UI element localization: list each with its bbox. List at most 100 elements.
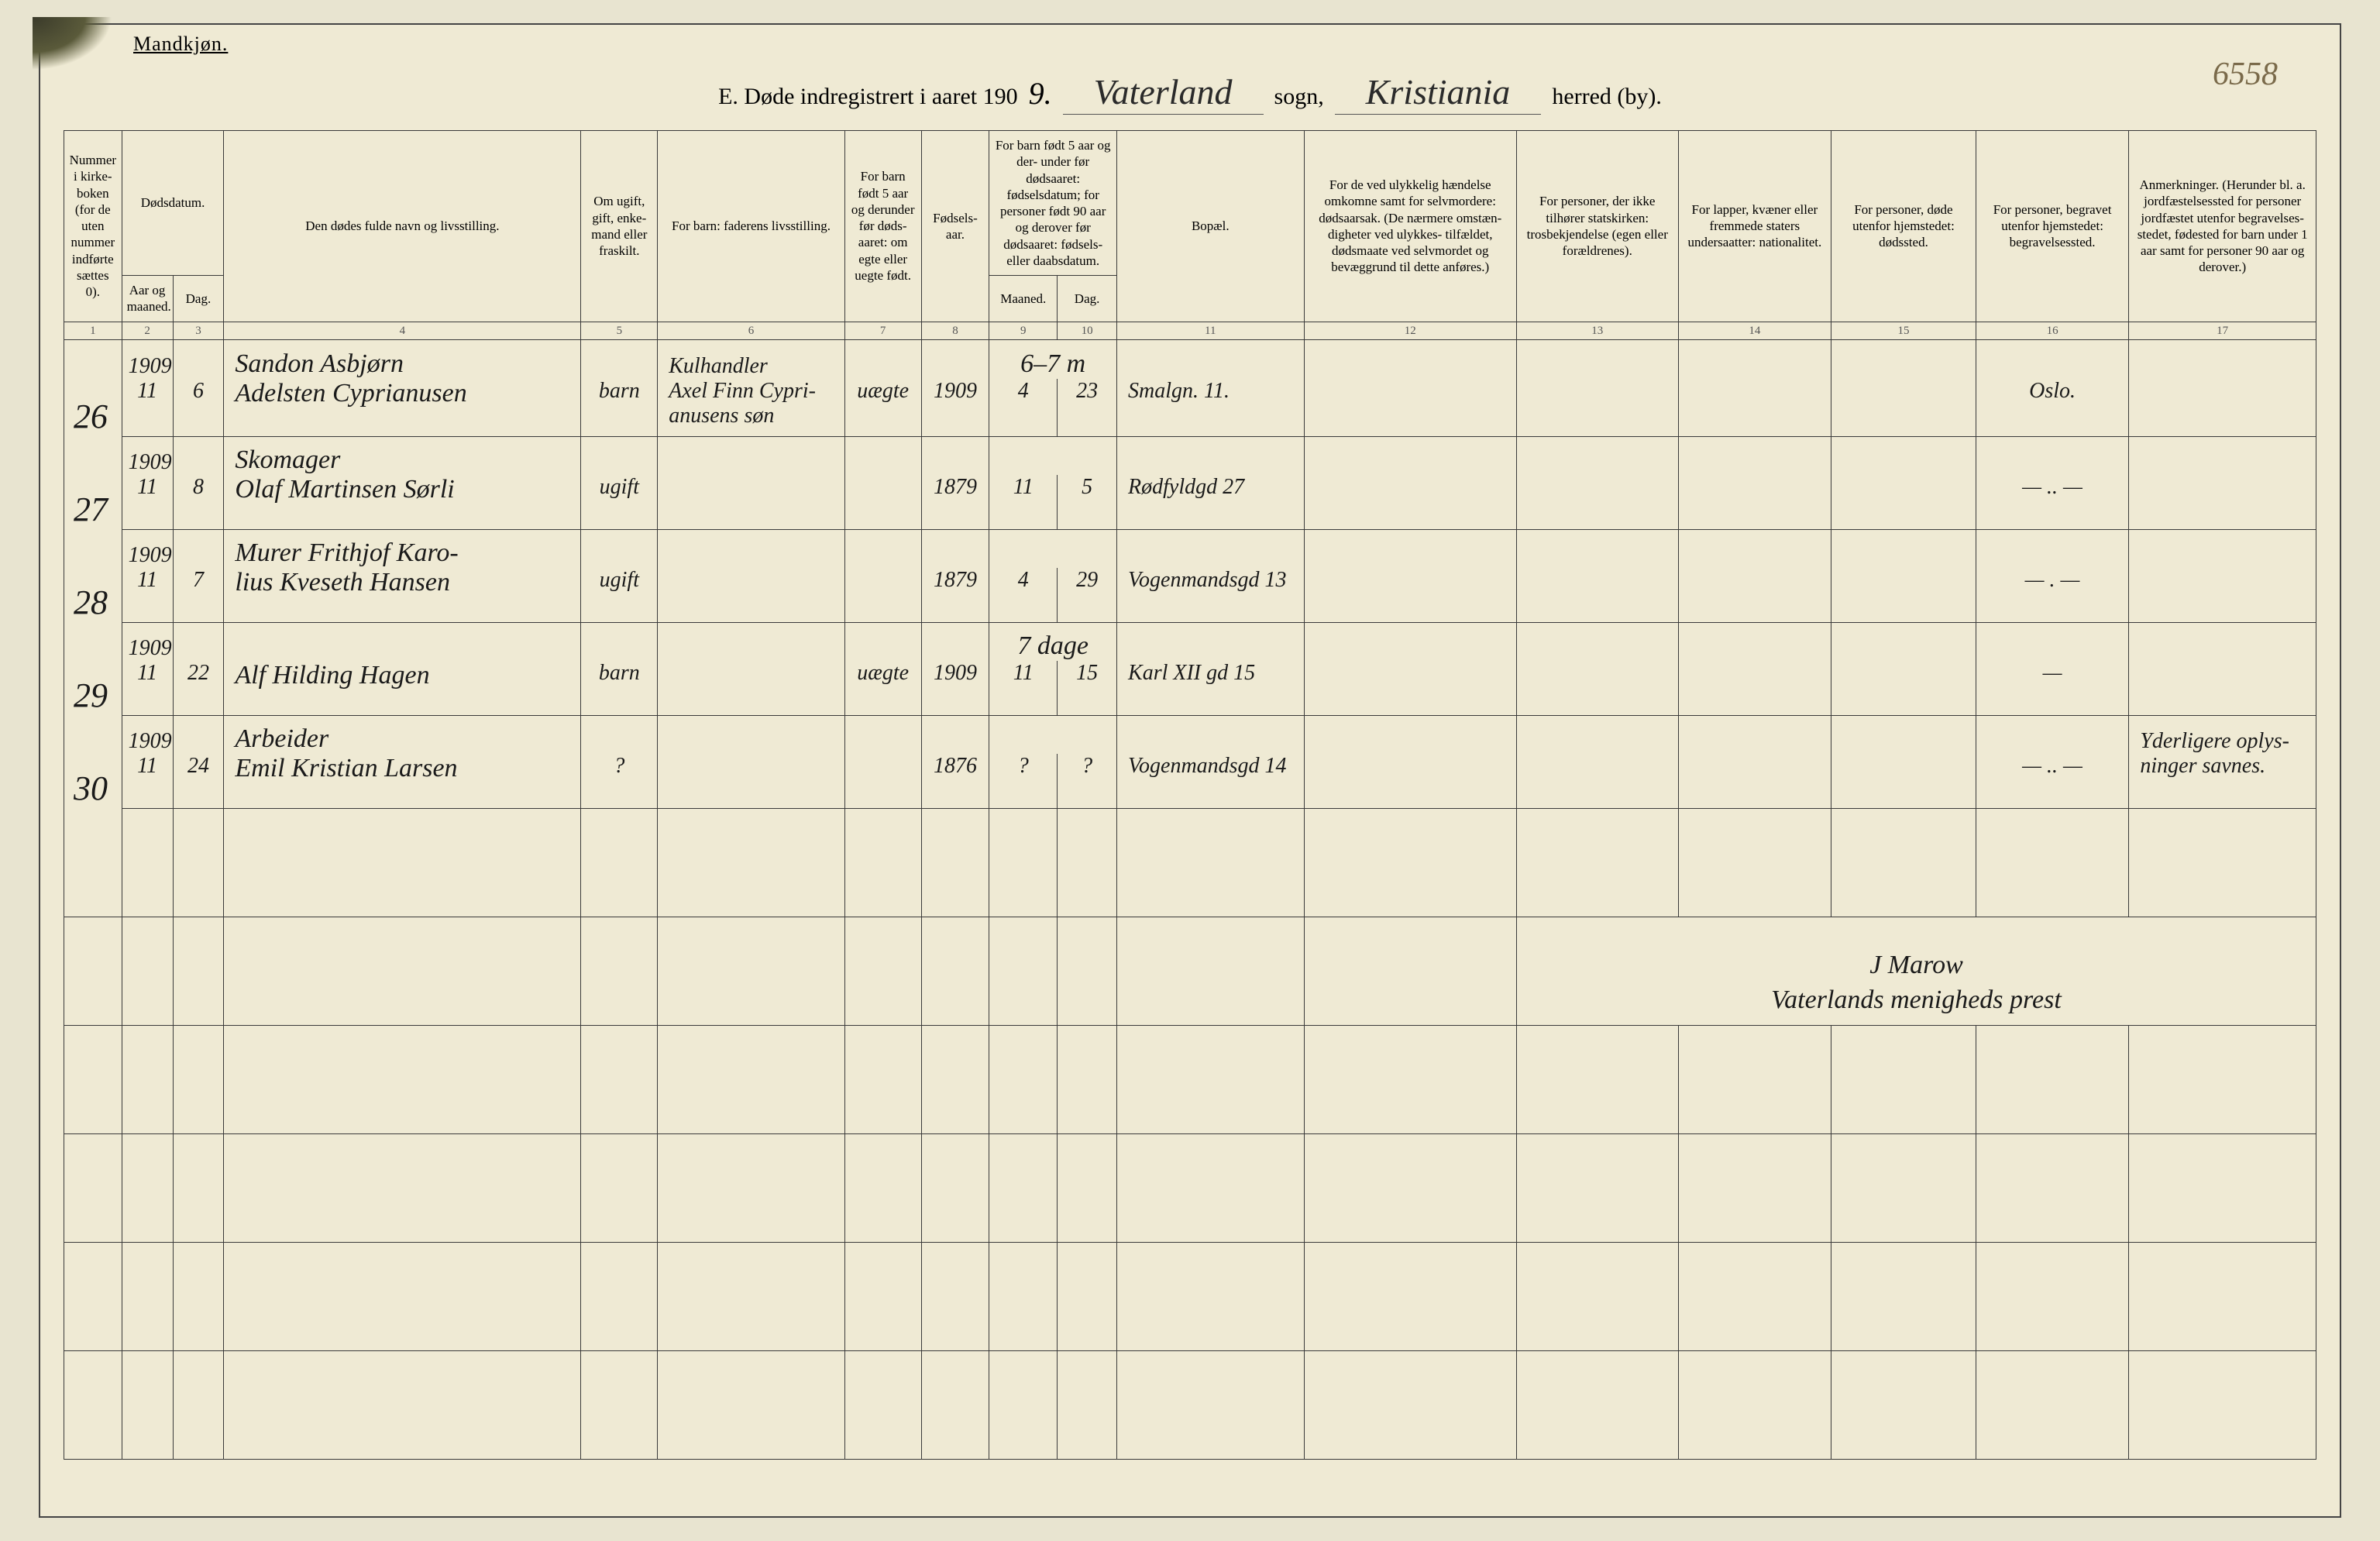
col-header-3: Dag. <box>173 276 224 322</box>
col-header-6: For barn: faderens livsstilling. <box>658 131 845 322</box>
father-line2: Axel Finn Cypri- anusens søn <box>658 379 845 437</box>
marital-status: ugift <box>581 568 658 622</box>
entry-number: 27 <box>64 436 122 529</box>
page-corner-damage <box>33 17 126 79</box>
name-line1: Skomager <box>224 436 581 475</box>
col-header-15: For personer, døde utenfor hjemstedet: d… <box>1831 131 1976 322</box>
name-line1: Murer Frithjof Karo- <box>224 529 581 568</box>
death-day-upper <box>173 436 224 475</box>
birthyear-upper <box>921 340 989 379</box>
table-row: 301909ArbeiderYderligere oplys- <box>64 715 2316 754</box>
residence: Vogenmandsgd 14 <box>1117 754 1305 808</box>
colnum: 9 <box>989 322 1058 340</box>
residence: Smalgn. 11. <box>1117 379 1305 437</box>
birthyear-upper <box>921 715 989 754</box>
burial-place: — <box>1976 661 2129 715</box>
entry-number: 26 <box>64 340 122 437</box>
name-line2: Olaf Martinsen Sørli <box>224 475 581 529</box>
death-year: 1909 <box>122 529 173 568</box>
birth-day: ? <box>1058 754 1117 808</box>
birth-month: 11 <box>989 661 1058 715</box>
pencil-age-note: 6–7 m <box>989 340 1117 379</box>
remarks-line2 <box>2129 661 2316 715</box>
gender-label: Mandkjøn. <box>133 33 228 56</box>
death-day-upper <box>173 529 224 568</box>
remarks-line2 <box>2129 475 2316 529</box>
residence: Rødfyldgd 27 <box>1117 475 1305 529</box>
birth-year: 1909 <box>921 661 989 715</box>
burial-place: Oslo. <box>1976 379 2129 437</box>
death-day-upper <box>173 622 224 661</box>
birth-year: 1879 <box>921 568 989 622</box>
table-row: 118Olaf Martinsen Sørliugift1879115Rødfy… <box>64 475 2316 529</box>
remarks-line1 <box>2129 622 2316 661</box>
name-line2: lius Kveseth Hansen <box>224 568 581 622</box>
remarks-line1 <box>2129 529 2316 568</box>
table-row: 116Adelsten CyprianusenbarnAxel Finn Cyp… <box>64 379 2316 437</box>
col-header-10: Dag. <box>1058 276 1117 322</box>
page-number-handwritten: 6558 <box>2213 56 2278 93</box>
father-line1: Kulhandler <box>658 340 845 379</box>
colnum: 3 <box>173 322 224 340</box>
father-line1 <box>658 622 845 661</box>
col-header-5: Om ugift, gift, enke- mand eller fraskil… <box>581 131 658 322</box>
col-header-13: For personer, der ikke tilhører statskir… <box>1516 131 1678 322</box>
birthyear-upper <box>921 529 989 568</box>
table-row: 261909Sandon AsbjørnKulhandler6–7 m <box>64 340 2316 379</box>
bopael-upper <box>1117 529 1305 568</box>
table-row: 1122Alf Hilding Hagenbarnuægte19091115Ka… <box>64 661 2316 715</box>
burial-place: — .. — <box>1976 754 2129 808</box>
birthyear-upper <box>921 436 989 475</box>
colnum: 7 <box>844 322 921 340</box>
father-line2 <box>658 568 845 622</box>
col-header-2: Aar og maaned. <box>122 276 173 322</box>
col-header-1: Nummer i kirke- boken (for de uten numme… <box>64 131 122 322</box>
bopael-upper <box>1117 436 1305 475</box>
father-line1 <box>658 715 845 754</box>
father-line1 <box>658 529 845 568</box>
bopael-upper <box>1117 622 1305 661</box>
title-sogn-label: sogn, <box>1274 84 1324 110</box>
col-header-2-3-group: Dødsdatum. <box>122 131 224 276</box>
colnum: 6 <box>658 322 845 340</box>
col-header-16: For personer, begravet utenfor hjemstede… <box>1976 131 2129 322</box>
col-header-7: For barn født 5 aar og derunder før døds… <box>844 131 921 322</box>
birth-day: 29 <box>1058 568 1117 622</box>
colnum: 10 <box>1058 322 1117 340</box>
signature-row: J MarowVaterlands menigheds prest <box>64 917 2316 1025</box>
death-day: 8 <box>173 475 224 529</box>
table-row-empty <box>64 1133 2316 1242</box>
title-year-suffix: 9. <box>1029 75 1052 112</box>
name-line1: Arbeider <box>224 715 581 754</box>
birth-month: 11 <box>989 475 1058 529</box>
death-day-upper <box>173 715 224 754</box>
status-upper <box>581 529 658 568</box>
legitimacy <box>844 754 921 808</box>
colnum: 8 <box>921 322 989 340</box>
entry-number: 29 <box>64 622 122 715</box>
col-header-9: Maaned. <box>989 276 1058 322</box>
name-line2: Emil Kristian Larsen <box>224 754 581 808</box>
table-row-empty <box>64 1025 2316 1133</box>
death-day: 22 <box>173 661 224 715</box>
death-month: 11 <box>122 754 173 808</box>
death-register-table: Nummer i kirke- boken (for de uten numme… <box>64 130 2316 1460</box>
table-row: 1124Emil Kristian Larsen?1876??Vogenmand… <box>64 754 2316 808</box>
legit-upper <box>844 436 921 475</box>
father-line2 <box>658 754 845 808</box>
name-line1 <box>224 622 581 661</box>
pencil-age-note <box>989 529 1117 568</box>
register-page: Mandkjøn. 6558 E. Døde indregistrert i a… <box>39 23 2341 1518</box>
bopael-upper <box>1117 715 1305 754</box>
legit-upper <box>844 622 921 661</box>
legit-upper <box>844 529 921 568</box>
colnum: 5 <box>581 322 658 340</box>
name-line2: Adelsten Cyprianusen <box>224 379 581 437</box>
birth-month: ? <box>989 754 1058 808</box>
name-line1: Sandon Asbjørn <box>224 340 581 379</box>
title-herred-label: herred (by). <box>1552 84 1662 110</box>
death-year: 1909 <box>122 715 173 754</box>
entry-number: 30 <box>64 715 122 808</box>
page-title-line: E. Døde indregistrert i aaret 1909. Vate… <box>64 71 2316 115</box>
death-month: 11 <box>122 661 173 715</box>
